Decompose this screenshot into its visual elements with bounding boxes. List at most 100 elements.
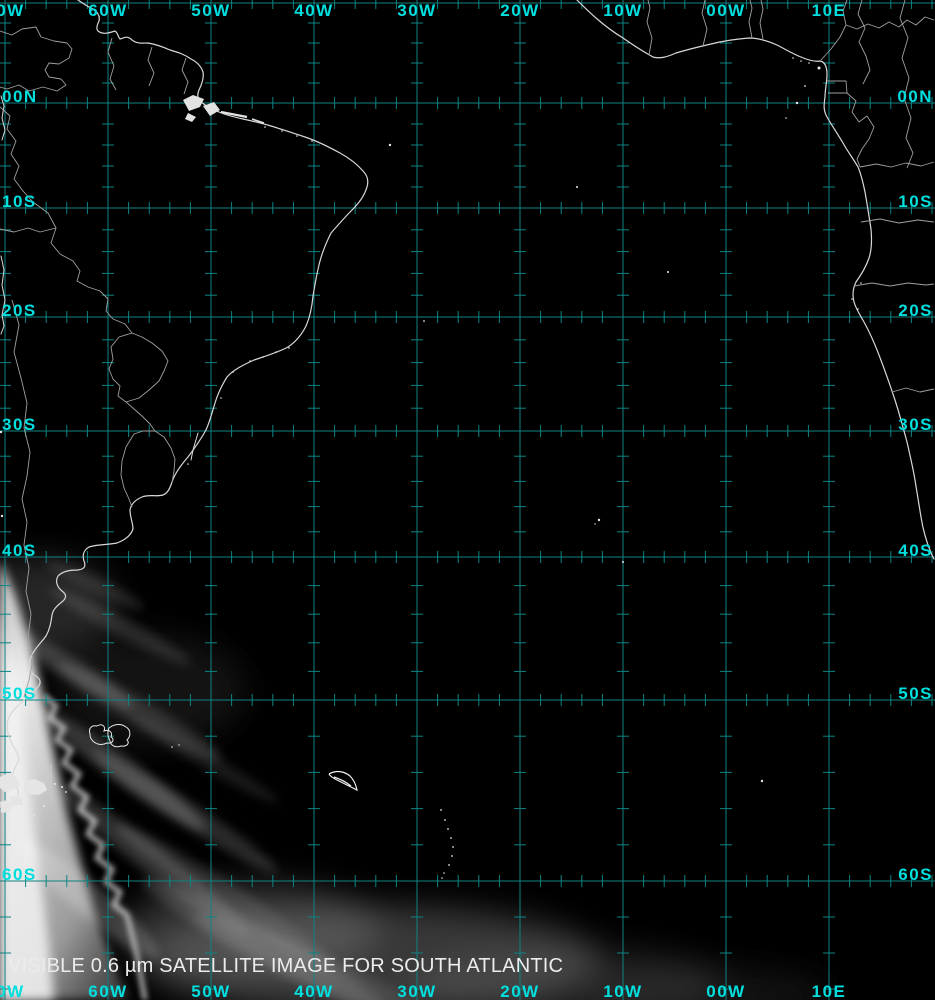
lat-label-left: 40S [2,541,37,560]
amazon-delta [183,95,265,124]
cloud-layer [0,558,830,1000]
border-angola-north [860,218,935,224]
island-dot [804,85,806,87]
border-peru-bolivia-brazil [0,106,133,334]
lat-label-right: 60S [898,865,933,884]
lon-label-top: 00W [706,1,745,20]
island-dots [0,57,862,879]
lon-label-bottom: 10E [812,982,847,1000]
island-dot [851,298,853,300]
lon-label-bottom: 20W [500,982,539,1000]
island-dot [597,518,601,522]
border-gabon-congo [846,92,875,168]
island-dot [667,271,669,273]
border-guianas [107,37,189,95]
lat-label-left: 20S [2,301,37,320]
lon-label-bottom: 60W [88,982,127,1000]
south-america-coast [6,0,369,805]
island-dot [262,356,264,358]
island-dot [594,523,596,525]
island-dot [817,66,821,70]
island-dot [264,126,266,128]
island-dot [220,397,222,399]
south-georgia-island [328,770,358,792]
africa-coast [576,0,935,560]
island-dot [232,371,234,373]
lat-label-left: 10S [2,192,37,211]
island-dot [785,117,787,119]
border-bolivia-west [0,227,57,233]
lon-label-bottom: 70W [0,982,25,1000]
border-uruguay [120,430,176,508]
island-dot [61,786,63,788]
lat-label-right: 50S [898,684,933,703]
pacific-edge-coast [0,95,6,335]
island-dot [388,143,392,147]
lagoa-dos-patos [190,432,199,461]
island-dot [171,746,173,748]
lon-label-bottom: 00W [706,982,745,1000]
island-dot [24,810,26,812]
border-equatorial-guinea [827,80,848,94]
island-dot [296,135,298,137]
island-dot [440,809,442,811]
falkland-islands [89,724,131,748]
lon-label-bottom: 40W [294,982,333,1000]
island-dot [178,744,180,746]
island-dot [288,347,290,349]
island-dot [452,846,454,848]
lat-label-left: 60S [2,865,37,884]
lon-label-top: 60W [88,1,127,20]
island-dot [444,819,446,821]
island-dot [423,320,425,322]
border-nigeria-cameroon [820,0,848,61]
island-dot [441,877,443,879]
lat-label-left: 00N [2,87,38,106]
border-argentina-brazil [125,401,156,432]
border-angola-namibia [853,282,935,393]
tierra-del-fuego-islands [0,773,47,813]
cloud-haze [0,558,830,1000]
island-dot [281,130,283,132]
island-dot [800,60,802,62]
border-north-south-america [0,26,73,92]
lon-label-top: 50W [191,1,230,20]
border-chile-argentina [11,299,34,698]
coastlines [0,0,935,805]
lat-label-right: 30S [898,415,933,434]
lon-label-bottom: 10W [603,982,642,1000]
island-dot [808,62,810,64]
island-dot [792,57,794,59]
lat-label-right: 10S [898,192,933,211]
island-dot [622,561,624,563]
island-dot [187,463,189,465]
lon-label-top: 10E [812,1,847,20]
lon-label-top: 20W [500,1,539,20]
lat-label-left: 50S [2,684,37,703]
lon-label-top: 70W [0,1,25,20]
border-congo-drc [859,161,935,168]
border-paraguay [108,332,169,403]
lon-label-top: 30W [397,1,436,20]
island-dot [54,783,56,785]
caption: VISIBLE 0.6 µm SATELLITE IMAGE FOR SOUTH… [8,914,563,1000]
lat-label-right: 00N [897,87,933,106]
island-dot [65,791,67,793]
country-borders [0,0,935,801]
border-central-africa-east [899,0,914,169]
island-dot [795,101,799,105]
lon-label-top: 40W [294,1,333,20]
map-features [0,95,358,813]
island-dot [760,779,764,783]
caption-line-title: VISIBLE 0.6 µm SATELLITE IMAGE FOR SOUTH… [8,955,564,977]
island-dot [451,855,453,857]
island-dot [0,514,4,518]
lat-label-left: 30S [2,415,37,434]
lon-label-bottom: 30W [397,982,436,1000]
island-dot [275,351,277,353]
lat-label-right: 40S [898,541,933,560]
